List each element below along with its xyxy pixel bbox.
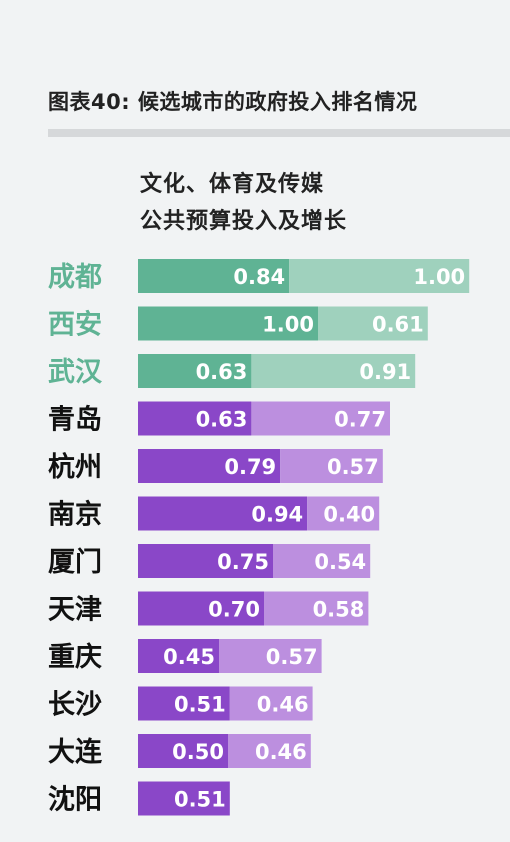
bar-segment	[251, 354, 416, 388]
data-label: 0.57	[266, 645, 318, 669]
data-label: 0.94	[251, 503, 303, 527]
bar-segment	[138, 401, 252, 436]
title-divider	[48, 129, 510, 137]
figure-title: 图表40: 候选城市的政府投入排名情况	[48, 90, 418, 114]
bar-segment	[228, 734, 311, 768]
bar-segment	[219, 639, 322, 673]
data-label: 0.54	[314, 550, 366, 574]
bar-segment	[307, 496, 380, 531]
category-label: 重庆	[48, 641, 102, 673]
data-label: 0.57	[327, 455, 379, 479]
bar-segment	[138, 781, 230, 816]
category-label: 天津	[48, 595, 102, 626]
data-label: 1.00	[262, 313, 314, 337]
bar-segment	[138, 544, 273, 578]
data-label: 0.70	[208, 598, 260, 622]
bar-segment	[289, 259, 470, 293]
data-label: 0.46	[257, 693, 309, 717]
category-label: 沈阳	[48, 785, 102, 816]
data-label: 0.84	[233, 265, 285, 289]
chart-title-line-2: 公共预算投入及增长	[140, 209, 348, 234]
bar-segment	[138, 639, 219, 673]
bar-segment	[138, 591, 264, 626]
bar-segment	[138, 449, 281, 483]
bar-segment	[273, 544, 371, 578]
data-label: 0.63	[196, 360, 248, 384]
data-label: 0.40	[323, 503, 375, 527]
category-label: 厦门	[48, 547, 102, 578]
bar-segment	[138, 306, 318, 341]
category-label: 武汉	[48, 357, 103, 388]
data-label: 0.63	[196, 408, 248, 432]
data-label: 0.77	[334, 408, 386, 432]
category-label: 成都	[48, 262, 102, 293]
data-label: 0.91	[359, 360, 411, 384]
data-label: 0.50	[172, 740, 224, 764]
category-label: 杭州	[48, 451, 102, 483]
bar-segment	[138, 496, 308, 531]
bar-segment	[138, 734, 228, 768]
data-label: 0.61	[372, 313, 424, 337]
bar-segment	[280, 449, 383, 483]
bar-segment	[138, 686, 230, 721]
chart-title-line-1: 文化、体育及传媒	[140, 172, 325, 197]
bar-segment	[138, 354, 252, 388]
data-label: 0.51	[174, 693, 226, 717]
data-label: 0.45	[163, 645, 215, 669]
bar-segment	[229, 686, 313, 721]
category-label: 大连	[48, 736, 103, 768]
bar-segment	[138, 259, 290, 293]
bar-segment	[318, 306, 428, 341]
data-label: 0.51	[174, 788, 226, 812]
data-label: 0.79	[224, 455, 276, 479]
bar-segment	[264, 591, 369, 626]
category-label: 青岛	[48, 404, 102, 436]
data-label: 0.75	[217, 550, 269, 574]
bar-segment	[251, 401, 390, 436]
data-label: 0.58	[313, 598, 365, 622]
category-label: 西安	[48, 310, 102, 341]
data-label: 0.46	[255, 740, 307, 764]
category-label: 南京	[48, 499, 102, 531]
data-label: 1.00	[413, 265, 465, 289]
category-label: 长沙	[48, 690, 102, 721]
